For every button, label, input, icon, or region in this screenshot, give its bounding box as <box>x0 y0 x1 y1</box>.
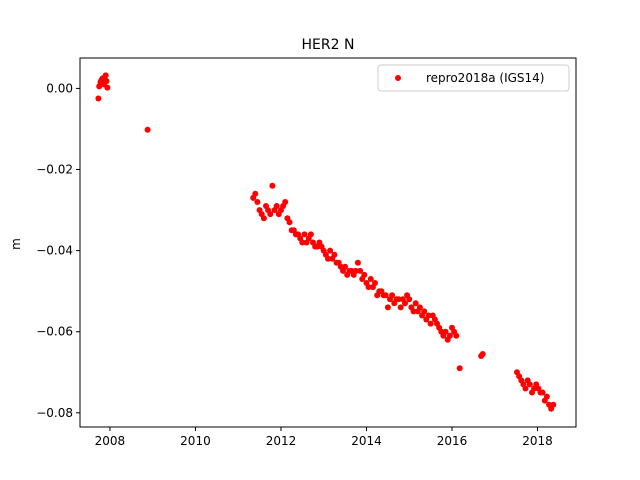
data-point <box>382 292 389 299</box>
data-point <box>427 320 434 327</box>
data-point <box>456 365 463 372</box>
data-point <box>442 328 449 335</box>
data-point <box>395 296 402 303</box>
legend-box <box>377 64 570 92</box>
data-point <box>254 199 261 205</box>
data-point <box>425 312 432 319</box>
chart-title: HER2 N <box>302 37 355 53</box>
data-point <box>479 351 486 357</box>
legend-label: repro2018a (IGS14) <box>426 71 544 85</box>
data-point <box>361 271 368 278</box>
data-point <box>342 263 349 270</box>
data-point <box>412 300 419 307</box>
y-tick-label: −0.04 <box>36 244 73 258</box>
data-point <box>331 251 338 258</box>
data-point <box>144 126 151 133</box>
data-point <box>416 304 423 311</box>
data-point <box>384 304 391 311</box>
y-axis-label: m <box>9 238 23 250</box>
legend: repro2018a (IGS14) <box>377 64 570 92</box>
data-point <box>406 296 413 303</box>
x-tick-label: 2014 <box>351 434 382 448</box>
data-point <box>543 393 550 400</box>
x-tick-label: 2012 <box>266 434 297 448</box>
y-tick-label: −0.08 <box>36 406 73 420</box>
data-point <box>539 389 546 396</box>
data-point <box>273 203 280 209</box>
data-point <box>286 219 293 226</box>
data-point <box>325 255 331 262</box>
data-point <box>453 332 460 339</box>
data-point <box>522 385 529 392</box>
x-tick-label: 2008 <box>95 434 126 448</box>
legend-marker <box>395 75 401 81</box>
data-point <box>282 199 289 205</box>
data-point <box>421 308 428 315</box>
data-point <box>402 300 408 307</box>
data-point <box>410 308 417 315</box>
x-axis: 2008 2010 2012 2014 2016 2018 <box>95 427 553 448</box>
data-point <box>354 259 361 266</box>
data-point <box>299 239 306 246</box>
data-point <box>102 72 109 79</box>
x-tick-label: 2016 <box>437 434 468 448</box>
y-tick-label: 0.00 <box>46 81 73 95</box>
data-point <box>365 284 372 291</box>
plot-frame <box>79 57 577 428</box>
data-point <box>267 211 274 218</box>
data-point <box>252 190 259 197</box>
data-point <box>269 182 276 189</box>
data-point <box>104 84 111 91</box>
y-tick-label: −0.06 <box>36 325 73 339</box>
data-points <box>95 72 557 412</box>
data-point <box>446 332 453 339</box>
data-point <box>357 267 364 274</box>
data-point <box>95 95 102 102</box>
data-point <box>367 276 374 282</box>
data-point <box>260 215 267 222</box>
y-tick-label: −0.02 <box>36 163 73 177</box>
data-point <box>389 292 396 299</box>
data-point <box>103 78 110 85</box>
data-point <box>397 304 404 311</box>
data-point <box>352 267 359 274</box>
data-point <box>372 280 378 286</box>
y-axis: 0.00 −0.02 −0.04 −0.06 −0.08 <box>36 81 80 420</box>
data-point <box>307 231 314 238</box>
data-point <box>550 401 557 408</box>
data-point <box>526 381 533 388</box>
data-point <box>301 231 308 238</box>
x-tick-label: 2018 <box>522 434 553 448</box>
x-tick-label: 2010 <box>180 434 211 448</box>
data-point <box>327 247 334 254</box>
